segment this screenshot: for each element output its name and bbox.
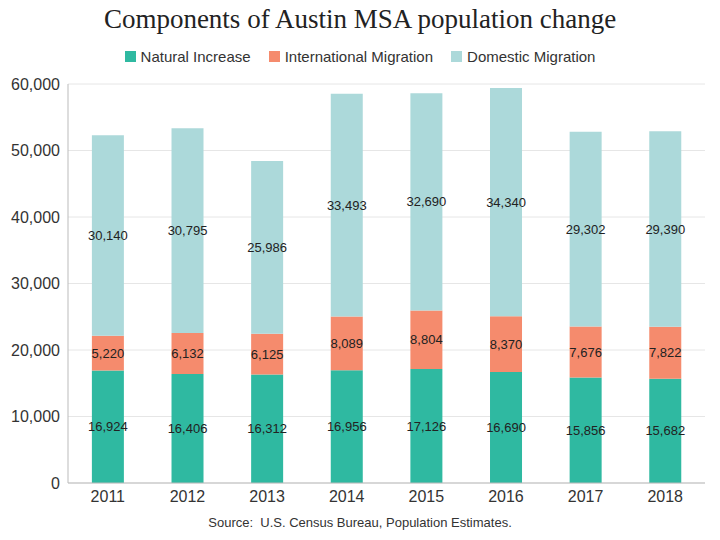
svg-text:2018: 2018 xyxy=(647,488,683,505)
svg-text:6,125: 6,125 xyxy=(251,347,284,362)
svg-text:7,822: 7,822 xyxy=(649,345,682,360)
svg-text:32,690: 32,690 xyxy=(407,194,447,209)
svg-text:16,690: 16,690 xyxy=(486,420,526,435)
html-text:Components of Austin MSA popul: Components of Austin MSA population chan… xyxy=(103,4,617,34)
svg-text:2016: 2016 xyxy=(488,488,524,505)
html-text:Natural Increase: Natural Increase xyxy=(140,48,251,65)
svg-text:15,856: 15,856 xyxy=(566,423,606,438)
svg-text:30,140: 30,140 xyxy=(88,228,128,243)
svg-text:2012: 2012 xyxy=(170,488,206,505)
svg-text:2014: 2014 xyxy=(329,488,365,505)
svg-text:17,126: 17,126 xyxy=(407,419,447,434)
svg-text:16,406: 16,406 xyxy=(168,421,208,436)
html-text:Domestic Migration: Domestic Migration xyxy=(467,48,596,65)
html-text:Source: U.S. Census Bureau, Po: Source: U.S. Census Bureau, Population E… xyxy=(208,515,512,530)
svg-text:30,795: 30,795 xyxy=(168,223,208,238)
svg-text:20,000: 20,000 xyxy=(11,342,60,359)
svg-text:2015: 2015 xyxy=(409,488,445,505)
svg-text:2013: 2013 xyxy=(249,488,285,505)
svg-text:15,682: 15,682 xyxy=(645,423,685,438)
svg-text:25,986: 25,986 xyxy=(247,240,287,255)
svg-text:6,132: 6,132 xyxy=(171,346,204,361)
svg-text:5,220: 5,220 xyxy=(92,346,125,361)
svg-text:30,000: 30,000 xyxy=(11,275,60,292)
svg-text:34,340: 34,340 xyxy=(486,195,526,210)
svg-text:60,000: 60,000 xyxy=(11,76,60,93)
svg-text:10,000: 10,000 xyxy=(11,408,60,425)
svg-text:0: 0 xyxy=(51,475,60,492)
svg-text:2017: 2017 xyxy=(568,488,604,505)
svg-text:40,000: 40,000 xyxy=(11,209,60,226)
svg-text:33,493: 33,493 xyxy=(327,198,367,213)
svg-text:16,924: 16,924 xyxy=(88,419,128,434)
svg-text:29,302: 29,302 xyxy=(566,222,606,237)
svg-text:16,956: 16,956 xyxy=(327,419,367,434)
svg-text:16,312: 16,312 xyxy=(247,421,287,436)
html-text:International Migration: International Migration xyxy=(284,48,433,65)
svg-text:8,089: 8,089 xyxy=(330,336,363,351)
svg-text:8,804: 8,804 xyxy=(410,332,443,347)
svg-text:8,370: 8,370 xyxy=(490,337,523,352)
svg-text:29,390: 29,390 xyxy=(645,222,685,237)
svg-text:2011: 2011 xyxy=(91,488,126,505)
svg-text:50,000: 50,000 xyxy=(11,142,60,159)
svg-text:7,676: 7,676 xyxy=(569,345,602,360)
